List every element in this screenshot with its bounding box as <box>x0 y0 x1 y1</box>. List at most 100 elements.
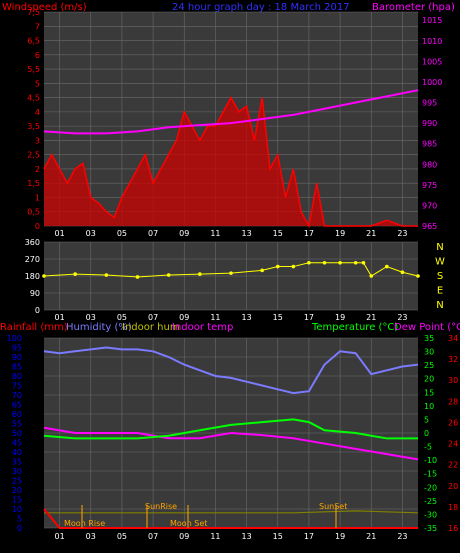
windspeed-tick-label: 2 <box>35 165 40 174</box>
humidity-tick-label: 95 <box>12 344 22 353</box>
humidity-tick-label: 90 <box>12 353 22 362</box>
barometer-tick-label: 985 <box>422 140 437 149</box>
temperature-tick-label: 10 <box>424 402 434 411</box>
windspeed-tick-label: 3 <box>35 136 40 145</box>
windspeed-area <box>44 97 418 226</box>
x-tick-label: 17 <box>304 313 314 322</box>
barometer-tick-label: 1005 <box>422 57 442 66</box>
barometer-tick-label: 970 <box>422 201 437 210</box>
wind-panel-xticks: 01 03 05 07 09 11 13 15 17 19 21 23 <box>54 229 407 238</box>
humidity-tick-label: 70 <box>12 391 22 400</box>
windspeed-axis-title: Windspeed (m/s) <box>2 2 87 13</box>
x-tick-label: 05 <box>117 229 127 238</box>
humidity-tick-label: 50 <box>12 429 22 438</box>
dewpoint-tick-label: 24 <box>448 440 458 449</box>
x-tick-label: 09 <box>179 229 189 238</box>
windspeed-tick-label: 5,5 <box>27 65 40 74</box>
bottom-panel: 1009590858075706560555045403530252015105… <box>7 334 458 541</box>
humidity-tick-label: 10 <box>12 505 22 514</box>
barometer-tick-label: 1010 <box>422 37 442 46</box>
x-tick-label: 03 <box>86 532 96 541</box>
x-tick-label: 13 <box>241 532 251 541</box>
x-tick-label: 19 <box>335 532 345 541</box>
direction-ticks: 360 270 180 90 0 <box>25 238 40 315</box>
windspeed-tick-label: 1 <box>35 193 40 202</box>
indoor-hum-axis-title: Indoor hum <box>122 322 180 333</box>
compass-label: W <box>435 257 445 268</box>
moonset-label: Moon Set <box>170 519 207 528</box>
humidity-tick-label: 30 <box>12 467 22 476</box>
windspeed-tick-label: 2,5 <box>27 151 40 160</box>
humidity-tick-label: 60 <box>12 410 22 419</box>
humidity-tick-label: 100 <box>7 334 22 343</box>
barometer-tick-label: 990 <box>422 119 437 128</box>
x-tick-label: 23 <box>397 532 407 541</box>
windspeed-tick-label: 6,5 <box>27 37 40 46</box>
humidity-tick-label: 0 <box>17 524 22 533</box>
sunrise-label: SunRise <box>145 502 177 511</box>
x-tick-label: 09 <box>179 313 189 322</box>
dewpoint-tick-label: 30 <box>448 376 458 385</box>
direction-tick-label: 270 <box>25 255 40 264</box>
humidity-tick-label: 15 <box>12 496 22 505</box>
direction-tick-label: 360 <box>25 238 40 247</box>
dewpoint-tick-label: 20 <box>448 482 458 491</box>
windspeed-tick-label: 7 <box>35 22 40 31</box>
direction-tick-label: 180 <box>25 272 40 281</box>
x-tick-label: 15 <box>273 229 283 238</box>
direction-series <box>42 260 420 279</box>
rainfall-axis-title: Rainfall (mm) <box>0 322 68 333</box>
sunset-label: SunSet <box>319 502 347 511</box>
humidity-tick-label: 20 <box>12 486 22 495</box>
temperature-tick-label: 30 <box>424 348 434 357</box>
rainfall-line <box>43 508 418 529</box>
x-tick-label: 23 <box>397 229 407 238</box>
x-tick-label: 17 <box>304 532 314 541</box>
humidity-axis-title: Humidity (%) <box>66 322 132 333</box>
barometer-tick-label: 1000 <box>422 78 442 87</box>
bottom-panel-series <box>43 346 419 529</box>
barometer-tick-label: 995 <box>422 99 437 108</box>
x-tick-label: 11 <box>210 229 220 238</box>
x-tick-label: 01 <box>54 532 64 541</box>
indoor-temp-axis-title: Indoor temp <box>172 322 233 333</box>
x-tick-label: 15 <box>273 532 283 541</box>
barometer-line <box>43 89 419 135</box>
humidity-tick-label: 40 <box>12 448 22 457</box>
x-tick-label: 21 <box>366 532 376 541</box>
wind-panel: 00,511,522,533,544,555,566,577,5 9659709… <box>27 8 442 238</box>
temperature-tick-label: 15 <box>424 388 434 397</box>
x-tick-label: 07 <box>148 229 158 238</box>
temperature-axis-title: Temperature (°C) <box>311 322 398 333</box>
x-tick-label: 21 <box>366 313 376 322</box>
humidity-tick-label: 55 <box>12 420 22 429</box>
temperature-tick-label: -20 <box>424 483 437 492</box>
indoor-hum-line <box>44 510 419 514</box>
x-tick-label: 07 <box>148 313 158 322</box>
x-tick-label: 13 <box>241 313 251 322</box>
windspeed-tick-label: 0,5 <box>27 208 40 217</box>
windspeed-tick-label: 5 <box>35 79 40 88</box>
windspeed-line <box>43 96 418 229</box>
windspeed-tick-label: 1,5 <box>27 179 40 188</box>
dewpoint-tick-label: 26 <box>448 418 458 427</box>
direction-line <box>43 262 419 278</box>
barometer-ticks: 965 970 975 980 985 990 995 1000 1005 1010 1015 <box>422 16 442 231</box>
temperature-tick-label: 0 <box>424 429 429 438</box>
humidity-tick-label: 25 <box>12 477 22 486</box>
humidity-tick-label: 65 <box>12 401 22 410</box>
compass-label: S <box>437 271 443 282</box>
direction-tick-label: 0 <box>35 306 40 315</box>
dewpoint-line <box>43 426 419 461</box>
temperature-tick-label: 35 <box>424 334 434 343</box>
dewpoint-tick-label: 28 <box>448 397 458 406</box>
bottom-panel-xticks: 01 03 05 07 09 11 13 15 17 19 21 23 <box>54 532 407 541</box>
barometer-tick-label: 980 <box>422 160 437 169</box>
x-tick-label: 01 <box>54 229 64 238</box>
temperature-tick-label: 20 <box>424 375 434 384</box>
windspeed-tick-label: 4,5 <box>27 94 40 103</box>
humidity-tick-label: 75 <box>12 382 22 391</box>
x-tick-label: 21 <box>366 229 376 238</box>
